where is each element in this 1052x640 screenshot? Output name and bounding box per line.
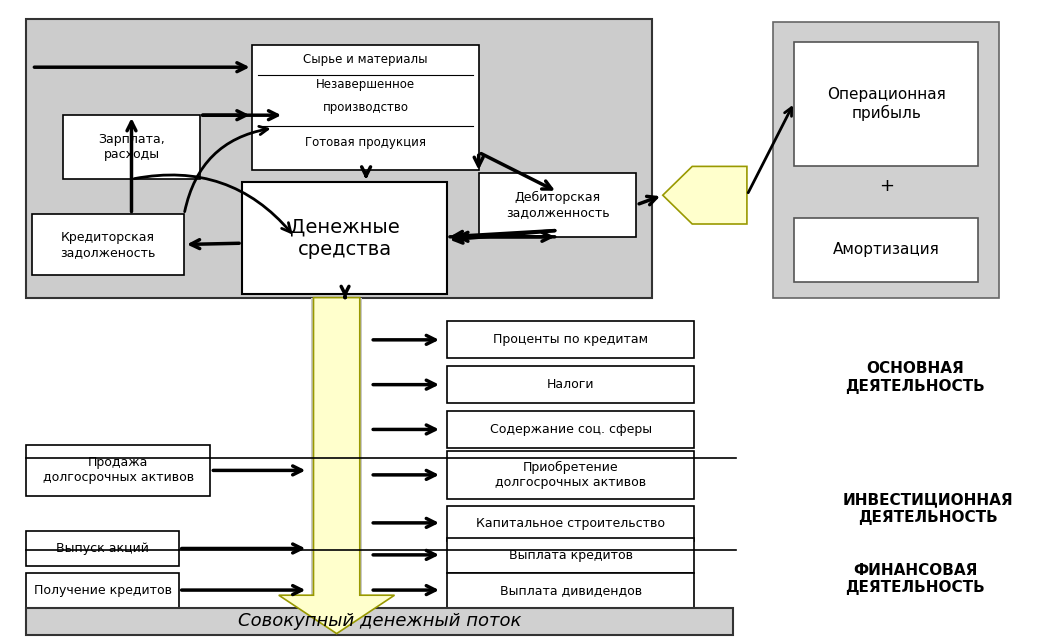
Text: Денежные
средства: Денежные средства — [289, 218, 400, 259]
Text: Содержание соц. сферы: Содержание соц. сферы — [489, 423, 652, 436]
FancyBboxPatch shape — [26, 445, 210, 496]
FancyBboxPatch shape — [794, 218, 978, 282]
FancyBboxPatch shape — [447, 573, 694, 608]
Text: Налоги: Налоги — [547, 378, 594, 391]
FancyBboxPatch shape — [447, 366, 694, 403]
Text: Выплата дивидендов: Выплата дивидендов — [500, 584, 642, 597]
Text: Совокупный денежный поток: Совокупный денежный поток — [238, 612, 522, 630]
Polygon shape — [663, 166, 747, 224]
FancyBboxPatch shape — [26, 573, 179, 608]
Text: Капитальное строительство: Капитальное строительство — [477, 516, 665, 530]
Text: Готовая продукция: Готовая продукция — [305, 136, 426, 148]
Text: ИНВЕСТИЦИОННАЯ
ДЕЯТЕЛЬНОСТЬ: ИНВЕСТИЦИОННАЯ ДЕЯТЕЛЬНОСТЬ — [843, 493, 1013, 525]
FancyBboxPatch shape — [26, 608, 733, 635]
FancyBboxPatch shape — [447, 451, 694, 499]
FancyBboxPatch shape — [773, 22, 999, 298]
Text: Дебиторская
задолженность: Дебиторская задолженность — [506, 191, 609, 219]
FancyBboxPatch shape — [447, 506, 694, 541]
Text: Операционная
прибыль: Операционная прибыль — [827, 87, 946, 121]
Text: Выплата кредитов: Выплата кредитов — [509, 548, 632, 562]
FancyBboxPatch shape — [479, 173, 636, 237]
FancyBboxPatch shape — [32, 214, 184, 275]
Text: Амортизация: Амортизация — [833, 242, 939, 257]
Polygon shape — [279, 298, 394, 634]
FancyBboxPatch shape — [447, 538, 694, 573]
FancyBboxPatch shape — [242, 182, 447, 294]
Text: Приобретение
долгосрочных активов: Приобретение долгосрочных активов — [495, 461, 646, 489]
FancyBboxPatch shape — [26, 531, 179, 566]
Text: Зарплата,
расходы: Зарплата, расходы — [98, 133, 165, 161]
FancyBboxPatch shape — [447, 411, 694, 448]
Text: Выпуск акций: Выпуск акций — [56, 542, 149, 556]
Text: Сырье и материалы: Сырье и материалы — [303, 53, 428, 67]
FancyBboxPatch shape — [26, 19, 652, 298]
FancyBboxPatch shape — [63, 115, 200, 179]
Text: Кредиторская
задолженость: Кредиторская задолженость — [60, 231, 156, 259]
Text: +: + — [878, 177, 894, 195]
Text: производство: производство — [323, 100, 408, 114]
FancyBboxPatch shape — [794, 42, 978, 166]
Text: ОСНОВНАЯ
ДЕЯТЕЛЬНОСТЬ: ОСНОВНАЯ ДЕЯТЕЛЬНОСТЬ — [846, 362, 985, 394]
FancyBboxPatch shape — [311, 298, 362, 608]
FancyBboxPatch shape — [447, 321, 694, 358]
Text: Получение кредитов: Получение кредитов — [34, 584, 171, 597]
Text: Незавершенное: Незавершенное — [316, 78, 416, 92]
Text: Продажа
долгосрочных активов: Продажа долгосрочных активов — [43, 456, 194, 484]
FancyBboxPatch shape — [252, 45, 479, 170]
Text: ФИНАНСОВАЯ
ДЕЯТЕЛЬНОСТЬ: ФИНАНСОВАЯ ДЕЯТЕЛЬНОСТЬ — [846, 563, 985, 595]
Text: Проценты по кредитам: Проценты по кредитам — [493, 333, 648, 346]
